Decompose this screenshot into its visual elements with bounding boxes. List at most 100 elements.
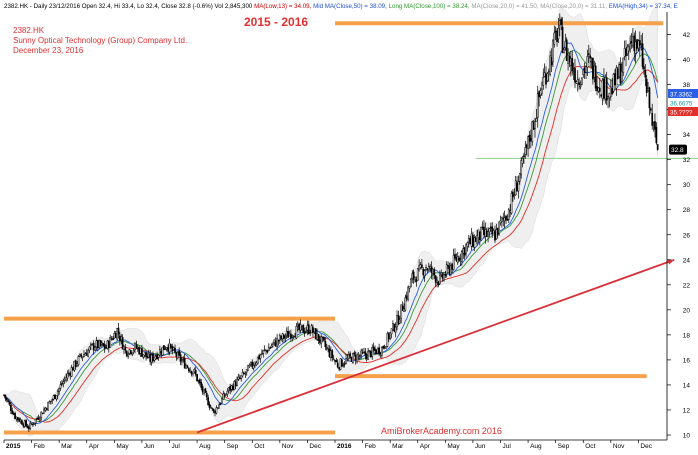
candle-body [353,352,356,355]
candle-body [167,347,169,352]
candle-body [358,355,361,358]
candle-body [641,43,644,67]
candle-body [622,57,625,74]
candle-body [10,405,12,411]
candle-body [422,269,425,276]
candle-body [223,394,226,397]
candle-body [90,343,92,346]
candle-body [444,274,447,277]
candle-body [240,375,243,379]
candle-body [576,79,579,85]
y-tick-label: 24 [683,257,691,264]
date-label: December 23, 2016 [13,46,84,55]
candle-body [429,265,432,269]
candle-body [18,418,21,422]
candle-body [323,336,325,341]
x-tick-label: Aug [530,443,542,450]
y-tick-label: 14 [683,382,691,389]
x-tick-label: Jun [144,443,155,450]
candle-body [503,217,506,222]
candle-body [280,336,283,340]
candle-body [183,357,186,369]
period-label: 2015 - 2016 [244,15,308,29]
candle-body [596,86,598,92]
candle-body [114,333,117,339]
candle-body [347,354,350,359]
header-info: 2382.HK - Daily 23/12/2016 Open 32.4, Hi… [4,3,678,10]
axes: 10121416182022242628303234363840422015Fe… [3,12,691,450]
candle-body [416,268,419,281]
y-tick-label: 32 [683,157,691,164]
candle-body [84,353,87,356]
price-label-red: 35.???? [670,110,693,117]
candle-body [251,361,254,368]
candle-body [375,349,378,355]
candle-body [400,304,403,319]
candle-body [525,144,528,148]
candle-body [616,68,619,80]
candle-body [614,73,616,85]
candle-body [427,266,430,271]
candle-body [156,354,158,360]
candle-body [455,257,458,261]
candle-body [211,407,214,410]
candle-body [618,64,620,78]
candle-body [502,218,505,220]
candle-body [135,344,138,349]
candle-body [341,359,343,367]
candle-body [477,229,480,238]
candle-body [288,333,291,337]
candle-body [432,268,434,274]
candle-body [383,346,386,348]
candle-body [419,264,422,268]
candle-body [421,264,423,268]
candle-body [295,326,298,339]
candle-body [62,381,65,385]
candle-body [513,194,516,196]
candle-body [518,173,521,182]
ma-mid-line [3,42,659,424]
company-label: Sunny Optical Technology (Group) Company… [13,36,187,45]
candle-body [267,347,270,352]
candle-body [619,63,622,84]
candle-body [198,379,201,384]
trendline-arrowhead [667,259,675,265]
candle-body [107,341,110,349]
candle-body [381,347,383,356]
candle-body [238,377,241,380]
candle-body [478,231,481,241]
candle-body [539,90,542,96]
candle-body [451,263,454,270]
candle-body [131,352,134,355]
candle-body [405,295,408,299]
candle-body [14,412,16,419]
candle-body [306,325,309,331]
candle-body [447,265,449,267]
candle-body [461,250,463,262]
candle-body [334,360,336,362]
candle-body [123,345,125,350]
candle-body [210,407,212,409]
candle-body [21,420,23,425]
candle-body [222,393,225,400]
candle-body [45,408,48,410]
candle-body [139,347,142,354]
candle-body [583,67,586,73]
candle-body [91,343,94,345]
candle-body [266,350,269,353]
candle-body [534,121,536,129]
candle-body [521,158,524,164]
candle-body [546,73,549,82]
candle-body [568,55,571,63]
candle-body [303,331,306,334]
candle-body [61,383,63,385]
candle-body [11,410,14,414]
candle-body [367,351,369,360]
candle-body [237,376,240,380]
candle-body [55,395,58,400]
candle-body [302,324,305,333]
candle-body [615,67,618,89]
candle-body [410,279,412,288]
candle-body [36,418,38,420]
